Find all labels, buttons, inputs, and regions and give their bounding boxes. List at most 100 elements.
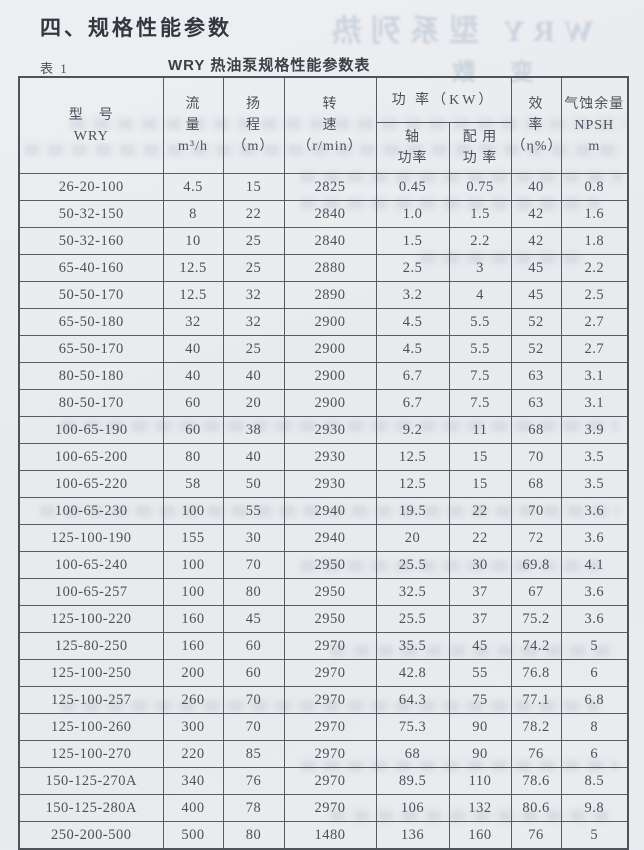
cell-rated-power: 90 bbox=[448, 740, 512, 768]
cell-model: 80-50-170 bbox=[18, 389, 164, 417]
table-row: 125-100-220 160 45 2950 25.5 37 75.2 3.6 bbox=[18, 605, 629, 633]
col-header-efficiency: 效 率 （η%） bbox=[510, 76, 562, 174]
cell-rated-power: 45 bbox=[448, 632, 512, 660]
cell-rated-power: 5.5 bbox=[448, 335, 512, 363]
cell-model: 125-80-250 bbox=[18, 632, 164, 660]
cell-shaft-power: 6.7 bbox=[375, 389, 450, 417]
cell-speed: 2840 bbox=[283, 227, 377, 255]
cell-flow: 40 bbox=[162, 335, 224, 363]
cell-flow: 340 bbox=[162, 767, 224, 795]
cell-flow: 58 bbox=[162, 470, 224, 498]
cell-flow: 155 bbox=[162, 524, 224, 552]
cell-efficiency: 78.2 bbox=[510, 713, 562, 741]
cell-efficiency: 76 bbox=[510, 740, 562, 768]
cell-npsh: 6.8 bbox=[560, 686, 629, 714]
table-row: 65-50-170 40 25 2900 4.5 5.5 52 2.7 bbox=[18, 335, 629, 363]
table-row: 50-50-170 12.5 32 2890 3.2 4 45 2.5 bbox=[18, 281, 629, 309]
cell-model: 150-125-280A bbox=[18, 794, 164, 822]
cell-speed: 2970 bbox=[283, 767, 377, 795]
cell-model: 65-40-160 bbox=[18, 254, 164, 282]
cell-flow: 160 bbox=[162, 605, 224, 633]
cell-flow: 300 bbox=[162, 713, 224, 741]
cell-efficiency: 74.2 bbox=[510, 632, 562, 660]
cell-head: 76 bbox=[222, 767, 285, 795]
cell-rated-power: 15 bbox=[448, 470, 512, 498]
cell-flow: 200 bbox=[162, 659, 224, 687]
cell-speed: 2950 bbox=[283, 551, 377, 579]
cell-head: 22 bbox=[222, 200, 285, 228]
cell-rated-power: 90 bbox=[448, 713, 512, 741]
cell-model: 150-125-270A bbox=[18, 767, 164, 795]
cell-shaft-power: 0.45 bbox=[375, 173, 450, 201]
cell-model: 100-65-200 bbox=[18, 443, 164, 471]
cell-shaft-power: 75.3 bbox=[375, 713, 450, 741]
cell-head: 45 bbox=[222, 605, 285, 633]
cell-speed: 2930 bbox=[283, 470, 377, 498]
cell-flow: 60 bbox=[162, 389, 224, 417]
cell-flow: 100 bbox=[162, 551, 224, 579]
col-header-speed: 转 速 （r/min） bbox=[283, 76, 377, 174]
cell-efficiency: 70 bbox=[510, 443, 562, 471]
cell-model: 100-65-190 bbox=[18, 416, 164, 444]
cell-model: 125-100-250 bbox=[18, 659, 164, 687]
col-header-rated-power: 配 用 功 率 bbox=[448, 122, 512, 174]
cell-efficiency: 52 bbox=[510, 308, 562, 336]
cell-flow: 10 bbox=[162, 227, 224, 255]
cell-rated-power: 37 bbox=[448, 605, 512, 633]
cell-speed: 2880 bbox=[283, 254, 377, 282]
cell-speed: 2940 bbox=[283, 524, 377, 552]
cell-head: 25 bbox=[222, 254, 285, 282]
cell-model: 100-65-220 bbox=[18, 470, 164, 498]
cell-npsh: 3.9 bbox=[560, 416, 629, 444]
cell-rated-power: 5.5 bbox=[448, 308, 512, 336]
cell-rated-power: 4 bbox=[448, 281, 512, 309]
cell-rated-power: 110 bbox=[448, 767, 512, 795]
cell-rated-power: 0.75 bbox=[448, 173, 512, 201]
cell-npsh: 9.8 bbox=[560, 794, 629, 822]
table-row: 65-40-160 12.5 25 2880 2.5 3 45 2.2 bbox=[18, 254, 629, 282]
cell-shaft-power: 25.5 bbox=[375, 605, 450, 633]
cell-npsh: 1.8 bbox=[560, 227, 629, 255]
cell-flow: 220 bbox=[162, 740, 224, 768]
cell-rated-power: 30 bbox=[448, 551, 512, 579]
cell-head: 80 bbox=[222, 821, 285, 850]
cell-head: 55 bbox=[222, 497, 285, 525]
cell-npsh: 3.5 bbox=[560, 443, 629, 471]
table-row: 125-100-260 300 70 2970 75.3 90 78.2 8 bbox=[18, 713, 629, 741]
cell-npsh: 2.7 bbox=[560, 335, 629, 363]
cell-model: 250-200-500 bbox=[18, 821, 164, 850]
col-header-power-group: 功 率（KW） bbox=[375, 76, 512, 123]
table-title: WRY 热油泵规格性能参数表 bbox=[168, 57, 371, 74]
cell-model: 50-50-170 bbox=[18, 281, 164, 309]
cell-npsh: 3.6 bbox=[560, 497, 629, 525]
cell-model: 125-100-260 bbox=[18, 713, 164, 741]
col-header-npsh: 气蚀余量 NPSH m bbox=[560, 76, 629, 174]
cell-rated-power: 160 bbox=[448, 821, 512, 850]
cell-speed: 2900 bbox=[283, 308, 377, 336]
cell-head: 32 bbox=[222, 281, 285, 309]
cell-flow: 12.5 bbox=[162, 254, 224, 282]
table-row: 150-125-280A 400 78 2970 106 132 80.6 9.… bbox=[18, 794, 629, 822]
cell-head: 60 bbox=[222, 632, 285, 660]
cell-npsh: 4.1 bbox=[560, 551, 629, 579]
cell-efficiency: 80.6 bbox=[510, 794, 562, 822]
cell-speed: 2970 bbox=[283, 632, 377, 660]
cell-efficiency: 69.8 bbox=[510, 551, 562, 579]
cell-rated-power: 3 bbox=[448, 254, 512, 282]
cell-speed: 2970 bbox=[283, 686, 377, 714]
cell-npsh: 0.8 bbox=[560, 173, 629, 201]
cell-speed: 2890 bbox=[283, 281, 377, 309]
table-label: 表 1 bbox=[40, 61, 69, 76]
cell-head: 32 bbox=[222, 308, 285, 336]
cell-flow: 260 bbox=[162, 686, 224, 714]
cell-shaft-power: 9.2 bbox=[375, 416, 450, 444]
cell-rated-power: 55 bbox=[448, 659, 512, 687]
cell-shaft-power: 1.0 bbox=[375, 200, 450, 228]
cell-shaft-power: 32.5 bbox=[375, 578, 450, 606]
cell-shaft-power: 106 bbox=[375, 794, 450, 822]
cell-head: 30 bbox=[222, 524, 285, 552]
cell-head: 85 bbox=[222, 740, 285, 768]
cell-flow: 100 bbox=[162, 578, 224, 606]
cell-model: 125-100-190 bbox=[18, 524, 164, 552]
cell-model: 100-65-240 bbox=[18, 551, 164, 579]
